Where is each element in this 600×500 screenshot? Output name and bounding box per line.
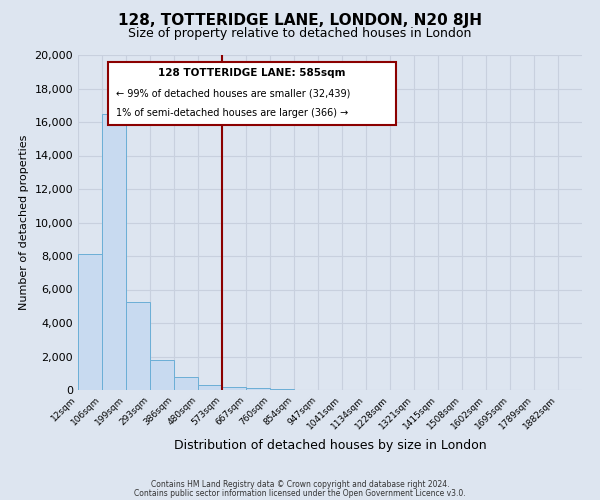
Text: Size of property relative to detached houses in London: Size of property relative to detached ho… [128,28,472,40]
Text: Contains HM Land Registry data © Crown copyright and database right 2024.: Contains HM Land Registry data © Crown c… [151,480,449,489]
Text: 128 TOTTERIDGE LANE: 585sqm: 128 TOTTERIDGE LANE: 585sqm [158,68,346,78]
Bar [198,385,222,390]
Bar [222,388,246,390]
FancyBboxPatch shape [108,62,395,126]
Bar [150,360,174,390]
X-axis label: Distribution of detached houses by size in London: Distribution of detached houses by size … [173,440,487,452]
Text: 128, TOTTERIDGE LANE, LONDON, N20 8JH: 128, TOTTERIDGE LANE, LONDON, N20 8JH [118,12,482,28]
Y-axis label: Number of detached properties: Number of detached properties [19,135,29,310]
Bar [126,302,150,390]
Bar [78,254,102,390]
Bar [270,388,294,390]
Text: Contains public sector information licensed under the Open Government Licence v3: Contains public sector information licen… [134,488,466,498]
Bar [174,378,198,390]
Bar [102,114,126,390]
Text: ← 99% of detached houses are smaller (32,439): ← 99% of detached houses are smaller (32… [116,88,350,99]
Bar [246,388,270,390]
Text: 1% of semi-detached houses are larger (366) →: 1% of semi-detached houses are larger (3… [116,108,348,118]
